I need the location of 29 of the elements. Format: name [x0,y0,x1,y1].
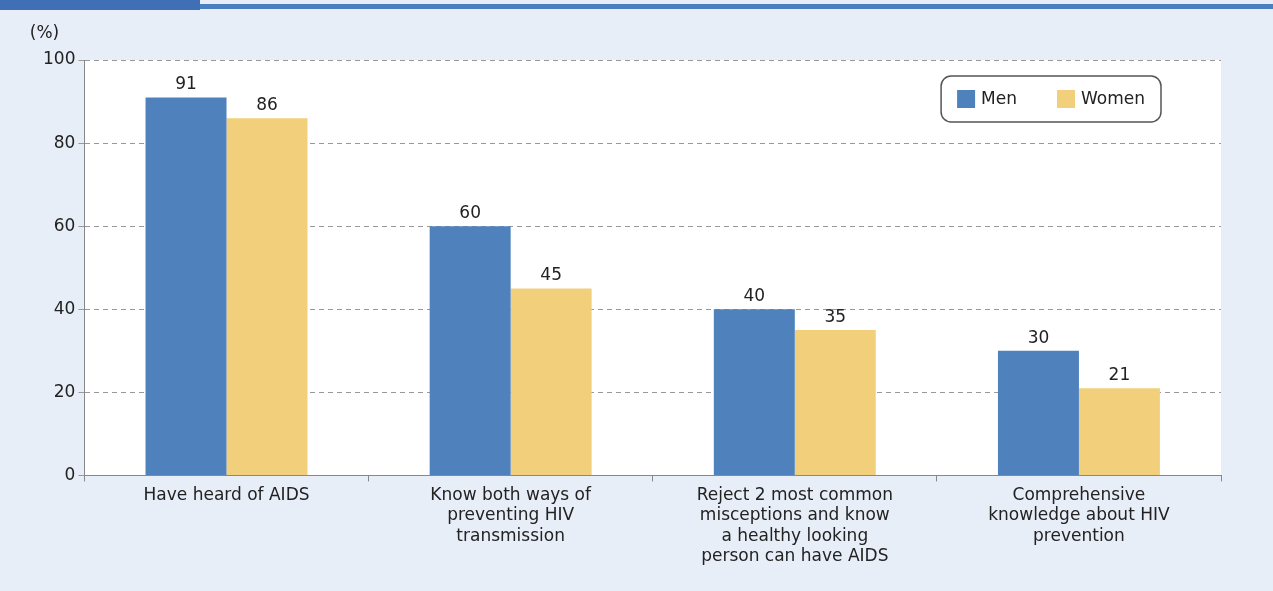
data-label: 91 [175,73,197,94]
y-tick-label: 0 [64,463,76,484]
data-label: 35 [824,305,847,326]
bar [713,309,795,475]
x-tick-label: Have heard of AIDS [143,484,310,505]
y-tick-label: 80 [53,131,76,152]
data-label: 40 [743,285,766,306]
x-tick-label: Reject 2 most common misceptions and know a healthy looking person can have AIDS [696,484,893,566]
y-tick-label: 60 [53,214,76,235]
data-label: 45 [540,264,562,285]
x-tick-label: Comprehensive knowledge about HIV prevention [988,484,1171,545]
bar [510,288,592,475]
legend-label: Men [981,88,1017,109]
data-label: 60 [459,202,481,223]
legend-label: Women [1080,88,1146,109]
bar [145,97,227,475]
bar [429,226,511,475]
data-label: 21 [1108,364,1131,385]
data-label: 30 [1027,326,1050,347]
y-tick-label: 20 [53,380,76,401]
data-label: 86 [256,94,278,115]
bar [794,330,876,475]
y-tick-label: 100 [42,48,76,69]
y-tick-label: 40 [53,297,76,318]
bar [226,118,308,475]
bar [997,350,1079,475]
x-tick-label: Know both ways of preventing HIV transmission [430,484,593,545]
bar [1078,388,1160,475]
y-axis-title: (%) [29,21,60,42]
